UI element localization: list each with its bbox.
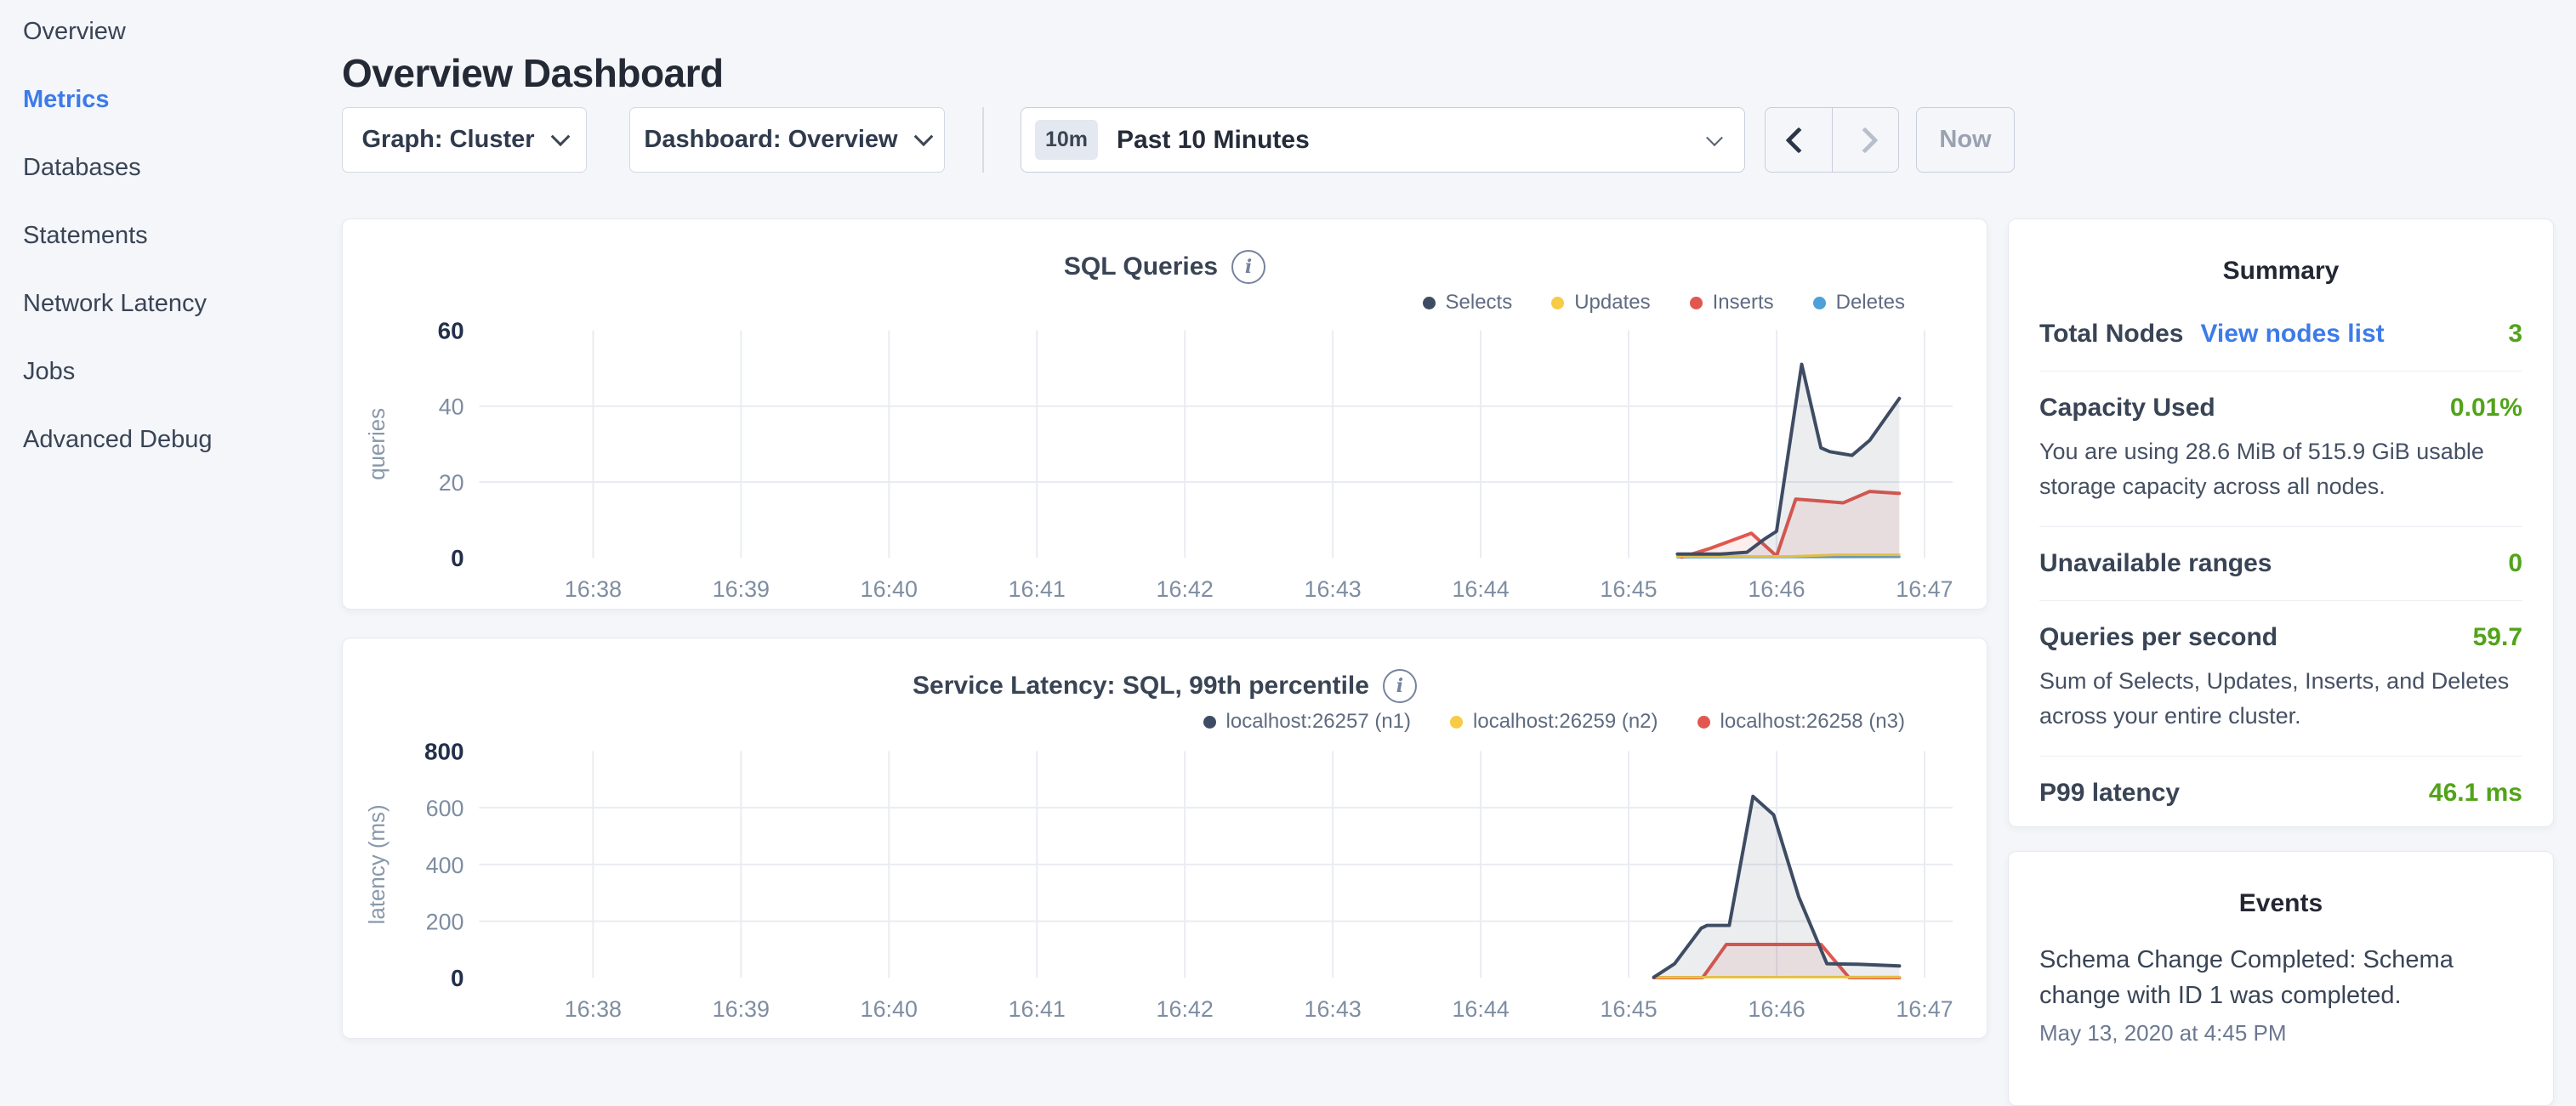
chevron-left-icon bbox=[1785, 127, 1811, 153]
events-panel: Events Schema Change Completed: Schema c… bbox=[2008, 851, 2554, 1106]
graph-scope-dropdown[interactable]: Graph: Cluster bbox=[342, 107, 587, 173]
toolbar-divider bbox=[982, 107, 984, 173]
sql-queries-chart: 16:38 16:39 16:40 16:41 16:42 16:43 16:44 16:45… bbox=[343, 219, 1987, 609]
event-item[interactable]: Schema Change Completed: Schema change w… bbox=[2039, 930, 2522, 1046]
summary-panel: Summary Total Nodes View nodes list 3 Capac… bbox=[2008, 218, 2554, 827]
svg-text:16:43: 16:43 bbox=[1305, 996, 1362, 1022]
sidebar-item-jobs[interactable]: Jobs bbox=[23, 337, 340, 406]
svg-text:latency (ms): latency (ms) bbox=[366, 804, 390, 924]
summary-row: P99 latency 46.1 ms bbox=[2039, 756, 2522, 830]
svg-text:16:44: 16:44 bbox=[1452, 576, 1509, 602]
chevron-right-icon bbox=[1852, 127, 1879, 153]
chevron-down-icon bbox=[1706, 129, 1723, 146]
svg-text:16:44: 16:44 bbox=[1452, 996, 1509, 1022]
summary-row-label: Unavailable ranges bbox=[2039, 549, 2272, 578]
events-title: Events bbox=[2009, 852, 2553, 930]
svg-text:16:43: 16:43 bbox=[1305, 576, 1362, 602]
summary-row-value: 46.1 ms bbox=[2429, 779, 2522, 808]
graph-scope-label: Graph: Cluster bbox=[361, 126, 534, 154]
time-range-badge: 10m bbox=[1035, 120, 1098, 160]
svg-text:16:46: 16:46 bbox=[1748, 576, 1805, 602]
summary-row-label: Capacity Used bbox=[2039, 394, 2215, 423]
svg-text:800: 800 bbox=[424, 738, 464, 764]
svg-text:16:47: 16:47 bbox=[1896, 576, 1953, 602]
svg-text:16:40: 16:40 bbox=[861, 576, 918, 602]
page-title: Overview Dashboard bbox=[342, 50, 724, 96]
svg-text:0: 0 bbox=[451, 965, 464, 991]
summary-row-value: 59.7 bbox=[2473, 623, 2522, 652]
svg-text:16:47: 16:47 bbox=[1896, 996, 1953, 1022]
summary-row-value: 3 bbox=[2508, 320, 2522, 349]
svg-text:20: 20 bbox=[439, 470, 464, 496]
svg-text:60: 60 bbox=[438, 317, 464, 343]
svg-text:16:41: 16:41 bbox=[1009, 576, 1066, 602]
now-button[interactable]: Now bbox=[1916, 107, 2015, 173]
summary-row: Total Nodes View nodes list 3 bbox=[2039, 298, 2522, 371]
view-nodes-list-link[interactable]: View nodes list bbox=[2200, 320, 2384, 349]
svg-text:16:41: 16:41 bbox=[1009, 996, 1066, 1022]
svg-text:400: 400 bbox=[426, 853, 464, 878]
svg-text:queries: queries bbox=[366, 408, 390, 480]
sidebar-item-advanced-debug[interactable]: Advanced Debug bbox=[23, 406, 340, 474]
events-list: Schema Change Completed: Schema change w… bbox=[2009, 930, 2553, 1046]
service-latency-card: Service Latency: SQL, 99th percentile i … bbox=[342, 638, 1987, 1039]
summary-row-value: 0 bbox=[2508, 549, 2522, 578]
step-forward-button[interactable] bbox=[1832, 108, 1899, 172]
sidebar-nav: OverviewMetricsDatabasesStatementsNetwor… bbox=[0, 0, 340, 1048]
dashboard-label: Dashboard: Overview bbox=[644, 126, 897, 154]
svg-text:16:46: 16:46 bbox=[1748, 996, 1805, 1022]
svg-text:16:38: 16:38 bbox=[565, 576, 622, 602]
svg-text:600: 600 bbox=[426, 796, 464, 821]
svg-text:16:45: 16:45 bbox=[1600, 576, 1657, 602]
sidebar-item-databases[interactable]: Databases bbox=[23, 133, 340, 201]
sidebar-item-network-latency[interactable]: Network Latency bbox=[23, 269, 340, 337]
event-message: Schema Change Completed: Schema change w… bbox=[2039, 942, 2522, 1013]
time-range-dropdown[interactable]: 10m Past 10 Minutes bbox=[1021, 107, 1745, 173]
svg-text:16:39: 16:39 bbox=[713, 996, 770, 1022]
summary-row: Capacity Used 0.01% You are using 28.6 MiB… bbox=[2039, 371, 2522, 526]
summary-row: Queries per second 59.7 Sum of Selects, Up… bbox=[2039, 600, 2522, 756]
sql-queries-card: SQL Queries i SelectsUpdatesInsertsDelet… bbox=[342, 218, 1987, 610]
time-step-buttons bbox=[1765, 107, 1899, 173]
summary-row-label: Queries per second bbox=[2039, 623, 2277, 652]
summary-row: Unavailable ranges 0 bbox=[2039, 526, 2522, 600]
summary-row-label: Total Nodes bbox=[2039, 320, 2183, 349]
svg-text:16:39: 16:39 bbox=[713, 576, 770, 602]
chevron-down-icon bbox=[913, 127, 933, 146]
sidebar-item-statements[interactable]: Statements bbox=[23, 201, 340, 269]
event-timestamp: May 13, 2020 at 4:45 PM bbox=[2039, 1020, 2522, 1046]
summary-rows: Total Nodes View nodes list 3 Capacity Used… bbox=[2009, 298, 2553, 830]
sidebar-item-metrics[interactable]: Metrics bbox=[23, 65, 340, 133]
svg-text:0: 0 bbox=[451, 545, 464, 571]
summary-row-subtext: You are using 28.6 MiB of 515.9 GiB usab… bbox=[2039, 434, 2522, 504]
step-back-button[interactable] bbox=[1766, 108, 1832, 172]
svg-text:16:40: 16:40 bbox=[861, 996, 918, 1022]
summary-title: Summary bbox=[2009, 219, 2553, 298]
svg-text:16:42: 16:42 bbox=[1157, 576, 1214, 602]
svg-text:16:38: 16:38 bbox=[565, 996, 622, 1022]
sidebar-item-overview[interactable]: Overview bbox=[23, 0, 340, 65]
service-latency-chart: 16:38 16:39 16:40 16:41 16:42 16:43 16:44 16:45… bbox=[343, 638, 1987, 1038]
svg-text:16:45: 16:45 bbox=[1600, 996, 1657, 1022]
svg-text:40: 40 bbox=[439, 394, 464, 420]
dashboard-dropdown[interactable]: Dashboard: Overview bbox=[629, 107, 945, 173]
svg-text:16:42: 16:42 bbox=[1157, 996, 1214, 1022]
summary-row-value: 0.01% bbox=[2450, 394, 2522, 423]
summary-row-subtext: Sum of Selects, Updates, Inserts, and De… bbox=[2039, 664, 2522, 734]
svg-text:200: 200 bbox=[426, 910, 464, 935]
chevron-down-icon bbox=[550, 127, 570, 146]
time-range-label: Past 10 Minutes bbox=[1117, 126, 1310, 155]
summary-row-label: P99 latency bbox=[2039, 779, 2180, 808]
